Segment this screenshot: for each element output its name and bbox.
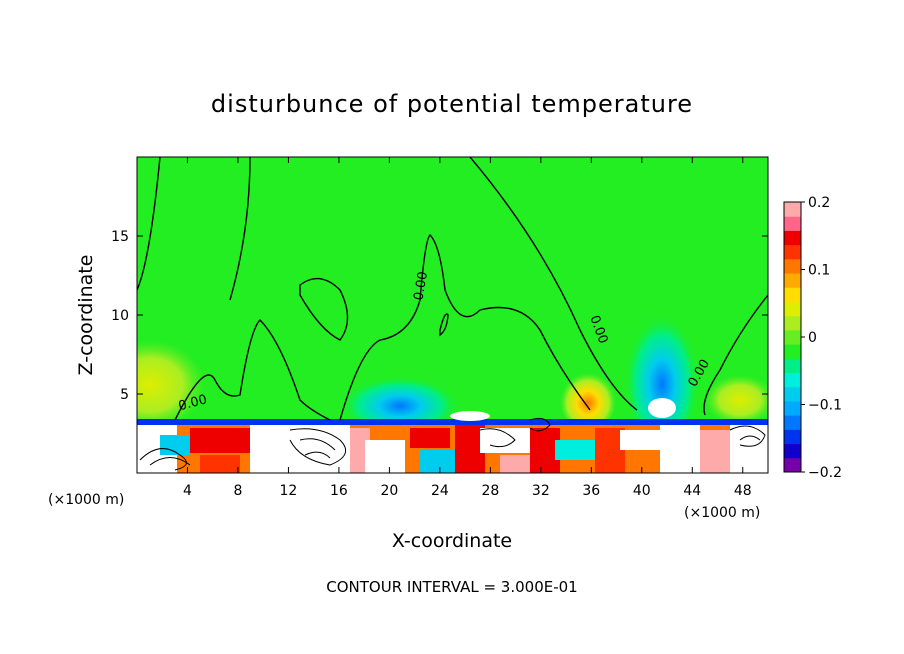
colorbar-swatch bbox=[784, 358, 801, 374]
colorbar-swatch bbox=[784, 315, 801, 331]
colorbar-swatch bbox=[784, 457, 801, 473]
x-tick-label: 16 bbox=[330, 483, 348, 499]
x-tick-label: 32 bbox=[532, 483, 550, 499]
colorbar-tick-label: −0.2 bbox=[808, 465, 842, 481]
colorbar-swatch bbox=[784, 230, 801, 246]
boundary-layer-band bbox=[137, 419, 768, 425]
colorbar-tick-label: −0.1 bbox=[808, 398, 842, 414]
warm-blob-right bbox=[560, 370, 616, 430]
chart-title: disturbunce of potential temperature bbox=[211, 90, 693, 118]
contour-interval-note: CONTOUR INTERVAL = 3.000E-01 bbox=[326, 578, 577, 596]
colorbar-swatch bbox=[784, 301, 801, 317]
y-tick-label: 10 bbox=[111, 308, 129, 324]
x-unit-left: (×1000 m) bbox=[48, 492, 124, 508]
colorbar-swatch bbox=[784, 344, 801, 359]
y-axis-title: Z-coordinate bbox=[75, 255, 97, 376]
y-tick-label: 5 bbox=[120, 387, 129, 403]
x-tick-label: 4 bbox=[183, 483, 192, 499]
colorbar-swatch bbox=[784, 287, 801, 302]
colorbar: 0.2 0.1 0 −0.1 −0.2 bbox=[783, 195, 842, 481]
x-unit-right: (×1000 m) bbox=[684, 505, 760, 521]
x-tick-label: 24 bbox=[431, 483, 449, 499]
colorbar-swatch bbox=[784, 372, 801, 388]
contour-lines-dense bbox=[139, 417, 766, 471]
colorbar-swatch bbox=[784, 415, 801, 430]
colorbar-swatch bbox=[784, 244, 801, 260]
colorbar-tick-label: 0.1 bbox=[808, 263, 830, 279]
warm-blob-left bbox=[137, 340, 205, 430]
colorbar-swatch bbox=[784, 258, 801, 274]
cold-blob-center bbox=[340, 370, 460, 430]
contour-label: 0.00 bbox=[177, 392, 209, 414]
plot-field bbox=[137, 157, 768, 473]
colorbar-tick-label: 0.2 bbox=[808, 195, 830, 211]
colorbar-swatch bbox=[784, 216, 801, 231]
colorbar-swatch bbox=[784, 400, 801, 416]
warm-blob-far-right bbox=[705, 375, 768, 425]
x-tick-label: 40 bbox=[633, 483, 651, 499]
colorbar-swatch bbox=[784, 273, 801, 288]
cold-blob-right bbox=[624, 300, 700, 440]
colorbar-swatch bbox=[784, 443, 801, 459]
x-tick-label: 36 bbox=[582, 483, 600, 499]
x-axis-title: X-coordinate bbox=[392, 530, 512, 552]
y-tick-label: 15 bbox=[111, 229, 129, 245]
x-tick-label: 20 bbox=[380, 483, 398, 499]
x-tick-label: 28 bbox=[481, 483, 499, 499]
contour-lines bbox=[137, 157, 768, 421]
y-axis: 5 10 15 bbox=[111, 229, 768, 403]
x-tick-label: 44 bbox=[683, 483, 701, 499]
x-tick-label: 48 bbox=[734, 483, 752, 499]
colorbar-tick-label: 0 bbox=[808, 330, 817, 346]
x-tick-label: 12 bbox=[280, 483, 298, 499]
colorbar-swatch bbox=[784, 329, 801, 345]
x-axis: 4 8 12 16 20 24 28 32 36 40 44 48 bbox=[183, 157, 752, 499]
colorbar-swatch bbox=[784, 386, 801, 402]
colorbar-swatch bbox=[784, 202, 801, 217]
x-tick-label: 8 bbox=[233, 483, 242, 499]
contour-label: 0.00 bbox=[411, 270, 431, 301]
colorbar-swatch bbox=[784, 429, 801, 445]
